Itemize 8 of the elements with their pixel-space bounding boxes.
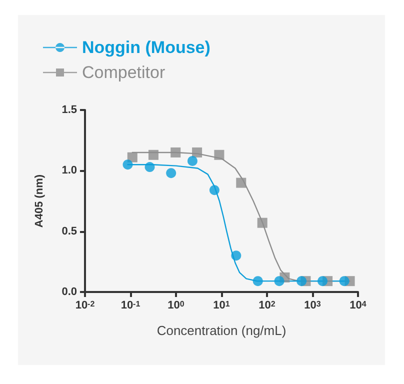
y-tick-label: 1.5	[62, 104, 77, 116]
legend-label: Noggin (Mouse)	[82, 38, 210, 57]
y-tick-label: 0.0	[62, 286, 77, 298]
x-axis-title: Concentration (ng/mL)	[156, 323, 286, 338]
y-tick-label: 1.0	[62, 164, 77, 177]
y-tick-label: 0.5	[62, 225, 77, 238]
y-axis-title: A405 (nm)	[34, 174, 46, 228]
legend-label: Competitor	[82, 63, 166, 82]
